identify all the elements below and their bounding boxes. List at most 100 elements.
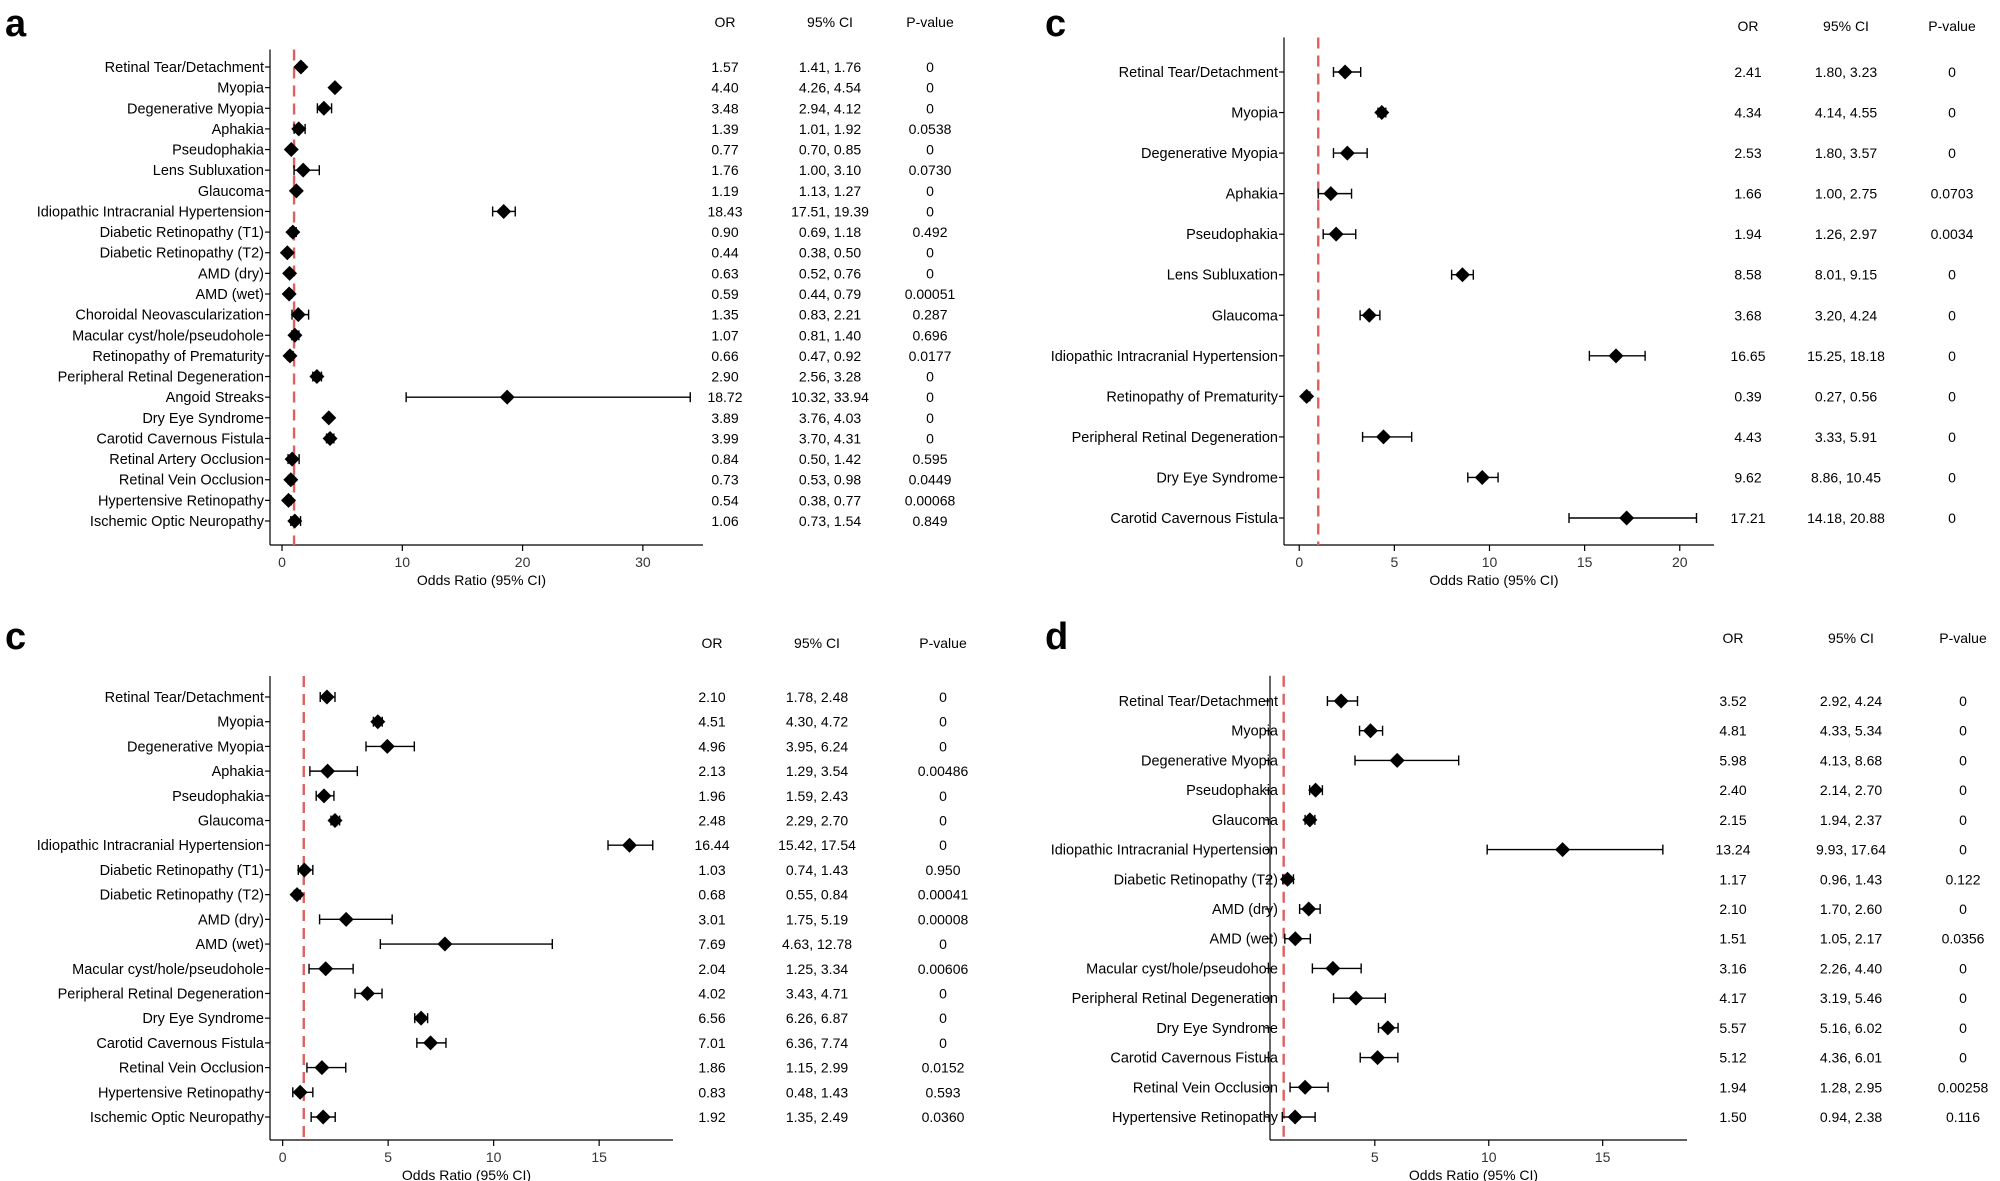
ci-value: 0.70, 0.85	[799, 142, 861, 158]
x-tick-label: 30	[635, 554, 651, 570]
p-value: 0.0177	[909, 348, 952, 364]
or-point	[322, 430, 338, 446]
row-label: Retinal Vein Occlusion	[119, 1061, 264, 1077]
panel-label: c	[1045, 3, 1066, 45]
row-label: Diabetic Retinopathy (T1)	[100, 863, 264, 879]
p-value: 0.00258	[1938, 1079, 1989, 1095]
p-value: 0.00068	[905, 492, 956, 508]
or-value: 0.54	[711, 492, 738, 508]
row-label: Degenerative Myopia	[127, 101, 265, 117]
or-point	[1619, 510, 1635, 526]
or-point	[437, 936, 453, 952]
ci-value: 0.96, 1.43	[1820, 871, 1882, 887]
panel-label: a	[5, 3, 27, 45]
row-label: Peripheral Retinal Degeneration	[1072, 430, 1278, 446]
row-label: Angoid Streaks	[166, 390, 264, 406]
p-value: 0	[1948, 145, 1956, 161]
p-value: 0	[1959, 812, 1967, 828]
or-point	[1608, 348, 1624, 364]
row-label: Myopia	[217, 715, 265, 731]
column-header-ci: 95% CI	[1823, 18, 1869, 34]
ci-value: 2.14, 2.70	[1820, 782, 1882, 798]
or-value: 4.43	[1734, 429, 1761, 445]
or-point	[1280, 871, 1296, 887]
p-value: 0	[1948, 105, 1956, 121]
row-label: Retinal Vein Occlusion	[119, 473, 264, 489]
p-value: 0	[1948, 510, 1956, 526]
or-value: 1.07	[711, 327, 738, 343]
ci-value: 1.01, 1.92	[799, 121, 861, 137]
ci-value: 1.28, 2.95	[1820, 1079, 1882, 1095]
p-value: 0	[926, 410, 934, 426]
or-value: 0.39	[1734, 388, 1761, 404]
p-value: 0	[926, 265, 934, 281]
ci-value: 0.27, 0.56	[1815, 388, 1877, 404]
ci-value: 1.00, 2.75	[1815, 186, 1877, 202]
row-label: AMD (wet)	[196, 937, 264, 953]
p-value: 0.696	[912, 327, 947, 343]
or-point	[423, 1035, 439, 1051]
ci-value: 3.95, 6.24	[786, 738, 848, 754]
or-point	[1337, 64, 1353, 80]
row-label: Carotid Cavernous Fistula	[1110, 511, 1279, 527]
or-value: 2.04	[698, 961, 725, 977]
row-label: Retinal Tear/Detachment	[1119, 694, 1278, 710]
p-value: 0	[926, 80, 934, 96]
x-tick-label: 15	[1577, 554, 1593, 570]
row-label: Idiopathic Intracranial Hypertension	[37, 204, 264, 220]
or-point	[292, 1084, 308, 1100]
or-point	[1374, 105, 1390, 121]
or-point	[1370, 1050, 1386, 1066]
ci-value: 5.16, 6.02	[1820, 1020, 1882, 1036]
row-label: Aphakia	[212, 764, 265, 780]
row-label: Peripheral Retinal Degeneration	[58, 986, 264, 1002]
or-value: 0.63	[711, 265, 738, 281]
p-value: 0.116	[1946, 1109, 1980, 1125]
or-value: 0.59	[711, 286, 738, 302]
row-label: Macular cyst/hole/pseudohole	[72, 962, 264, 978]
or-point	[413, 1010, 429, 1026]
or-point	[282, 348, 298, 364]
or-value: 3.52	[1719, 693, 1746, 709]
column-header-p: P-value	[1939, 630, 1987, 646]
p-value: 0.00008	[918, 911, 969, 927]
or-value: 5.57	[1719, 1020, 1746, 1036]
column-header-ci: 95% CI	[794, 635, 840, 651]
ci-value: 0.83, 2.21	[799, 307, 861, 323]
row-label: Diabetic Retinopathy (T2)	[100, 246, 264, 262]
row-label: Peripheral Retinal Degeneration	[1072, 991, 1278, 1007]
ci-value: 1.70, 2.60	[1820, 901, 1882, 917]
or-point	[289, 887, 305, 903]
p-value: 0	[939, 714, 947, 730]
ci-value: 0.47, 0.92	[799, 348, 861, 364]
or-value: 1.94	[1719, 1079, 1746, 1095]
or-point	[283, 472, 299, 488]
p-value: 0	[1948, 469, 1956, 485]
ci-value: 4.36, 6.01	[1820, 1050, 1882, 1066]
ci-value: 0.38, 0.77	[799, 492, 861, 508]
or-point	[318, 961, 334, 977]
or-point	[379, 738, 395, 754]
or-point	[288, 183, 304, 199]
p-value: 0.122	[1945, 871, 1980, 887]
x-tick-label: 5	[384, 1149, 392, 1165]
p-value: 0	[926, 183, 934, 199]
or-value: 0.84	[711, 451, 738, 467]
or-value: 3.16	[1719, 960, 1746, 976]
ci-value: 1.25, 3.34	[786, 961, 848, 977]
row-label: Hypertensive Retinopathy	[98, 493, 265, 509]
ci-value: 1.05, 2.17	[1820, 931, 1882, 947]
ci-value: 4.63, 12.78	[782, 936, 852, 952]
forest-panel-4: d OR 95% CI P-value 5 10 15 Odds Ratio (95% CI)…	[1045, 616, 1989, 1181]
x-tick-label: 15	[1595, 1149, 1611, 1165]
p-value: 0.0703	[1931, 186, 1974, 202]
or-value: 2.10	[1719, 901, 1746, 917]
or-value: 1.39	[711, 121, 738, 137]
or-value: 7.69	[698, 936, 725, 952]
ci-value: 1.41, 1.76	[799, 59, 861, 75]
p-value: 0	[1959, 1050, 1967, 1066]
row-label: AMD (dry)	[1212, 902, 1278, 918]
or-point	[315, 1109, 331, 1125]
row-label: Diabetic Retinopathy (T2)	[1114, 872, 1278, 888]
ci-value: 9.93, 17.64	[1816, 842, 1886, 858]
